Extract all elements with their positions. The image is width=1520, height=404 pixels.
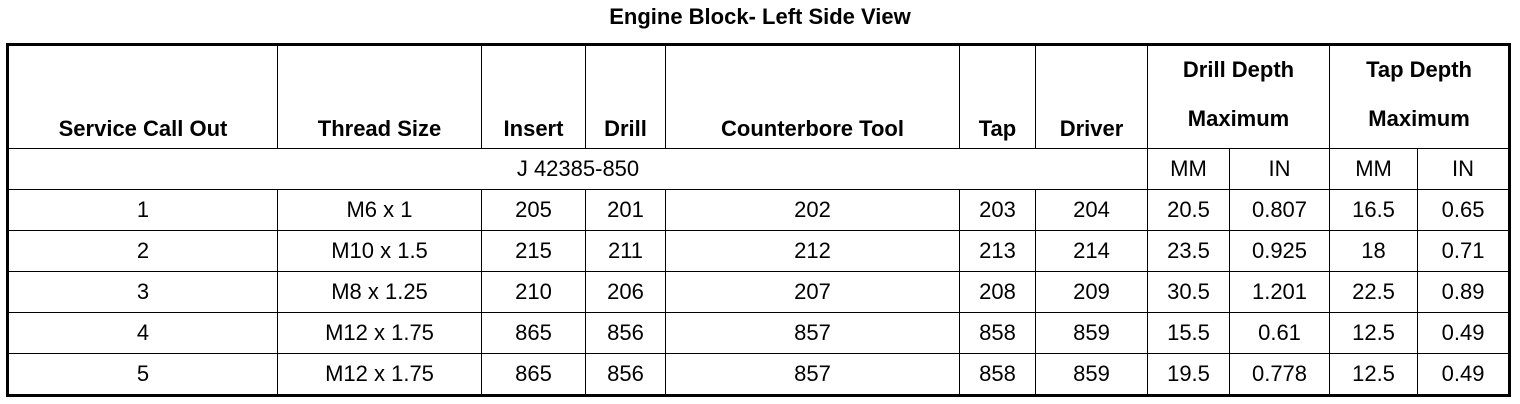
cell-insert: 210 [481,271,586,313]
cell-tap-depth-mm: 22.5 [1329,271,1419,313]
cell-drill-depth-mm: 15.5 [1147,312,1230,354]
table-row: 2 M10 x 1.5 215 211 212 213 214 23.5 0.925 18 0.71 [7,230,1511,272]
table-row: 1 M6 x 1 205 201 202 203 204 20.5 0.807 16.5 0.65 [7,189,1511,231]
cell-counterbore-tool: 857 [665,312,960,354]
cell-driver: 204 [1035,189,1148,231]
cell-drill-depth-in: 0.778 [1228,353,1331,396]
cell-thread-size: M10 x 1.5 [277,230,482,272]
cell-drill: 856 [585,312,666,354]
cell-tap-depth-in: 0.49 [1417,312,1511,354]
cell-thread-size: M6 x 1 [277,189,482,231]
cell-tap-depth-mm: 16.5 [1329,189,1419,231]
cell-drill-depth-mm: 30.5 [1147,271,1230,313]
header-insert: Insert [481,44,586,149]
cell-service-call-out: 2 [7,230,278,272]
cell-drill-depth-in: 0.61 [1228,312,1331,354]
header-drill-depth-line2: Maximum [1187,106,1290,131]
cell-driver: 214 [1035,230,1148,272]
cell-tap: 858 [959,312,1036,354]
header-drill-depth-line1: Drill Depth [1182,57,1295,82]
cell-driver: 859 [1035,312,1148,354]
cell-counterbore-tool: 207 [665,271,960,313]
unit-mm: MM [1329,148,1419,190]
cell-counterbore-tool: 857 [665,353,960,396]
cell-tap: 213 [959,230,1036,272]
page-title: Engine Block- Left Side View [609,4,911,29]
cell-tap-depth-in: 0.49 [1417,353,1511,396]
cell-driver: 209 [1035,271,1148,313]
cell-thread-size: M12 x 1.75 [277,312,482,354]
table-row: 3 M8 x 1.25 210 206 207 208 209 30.5 1.201 22.5 0.… [7,271,1511,313]
cell-driver: 859 [1035,353,1148,396]
cell-insert: 205 [481,189,586,231]
cell-tap: 858 [959,353,1036,396]
cell-drill-depth-in: 0.807 [1228,189,1331,231]
cell-service-call-out: 3 [7,271,278,313]
header-drill-depth: Drill Depth Maximum [1146,44,1331,149]
cell-tap: 208 [959,271,1036,313]
header-drill: Drill [585,44,666,149]
header-thread-size: Thread Size [277,44,482,149]
cell-thread-size: M8 x 1.25 [277,271,482,313]
kit-row: J 42385-850 MM IN MM IN [7,148,1511,190]
cell-drill: 856 [585,353,666,396]
cell-drill-depth-mm: 23.5 [1147,230,1230,272]
table-body: 1 M6 x 1 205 201 202 203 204 20.5 0.807 16.5 0.65 2… [7,189,1511,396]
unit-mm: MM [1147,148,1230,190]
cell-drill: 201 [585,189,666,231]
header-service-call-out: Service Call Out [7,44,278,149]
cell-counterbore-tool: 202 [665,189,960,231]
kit-number: J 42385-850 [7,148,1148,190]
header-tap-depth-line2: Maximum [1368,106,1470,131]
cell-tap-depth-in: 0.71 [1417,230,1511,272]
header-row: Service Call Out Thread Size Insert Dril… [7,44,1511,149]
cell-service-call-out: 1 [7,189,278,231]
cell-service-call-out: 5 [7,353,278,396]
cell-insert: 865 [481,312,586,354]
cell-service-call-out: 4 [7,312,278,354]
cell-thread-size: M12 x 1.75 [277,353,482,396]
cell-insert: 215 [481,230,586,272]
cell-insert: 865 [481,353,586,396]
cell-drill-depth-mm: 19.5 [1147,353,1230,396]
header-tap-depth: Tap Depth Maximum [1329,44,1511,149]
cell-tap-depth-mm: 18 [1329,230,1419,272]
unit-in: IN [1417,148,1511,190]
cell-tap-depth-in: 0.89 [1417,271,1511,313]
unit-in: IN [1228,148,1331,190]
cell-tap-depth-in: 0.65 [1417,189,1511,231]
cell-drill-depth-in: 0.925 [1228,230,1331,272]
cell-drill: 211 [585,230,666,272]
table-row: 4 M12 x 1.75 865 856 857 858 859 15.5 0.61 12.5 0.… [7,312,1511,354]
header-tap: Tap [959,44,1036,149]
cell-tap: 203 [959,189,1036,231]
cell-counterbore-tool: 212 [665,230,960,272]
thread-repair-table: Service Call Out Thread Size Insert Dril… [6,43,1512,397]
cell-drill: 206 [585,271,666,313]
table-row: 5 M12 x 1.75 865 856 857 858 859 19.5 0.778 12.5 0… [7,353,1511,396]
cell-tap-depth-mm: 12.5 [1329,353,1419,396]
cell-tap-depth-mm: 12.5 [1329,312,1419,354]
cell-drill-depth-mm: 20.5 [1147,189,1230,231]
header-counterbore-tool: Counterbore Tool [665,44,960,149]
header-driver: Driver [1035,44,1148,149]
cell-drill-depth-in: 1.201 [1228,271,1331,313]
header-tap-depth-line1: Tap Depth [1366,57,1472,82]
